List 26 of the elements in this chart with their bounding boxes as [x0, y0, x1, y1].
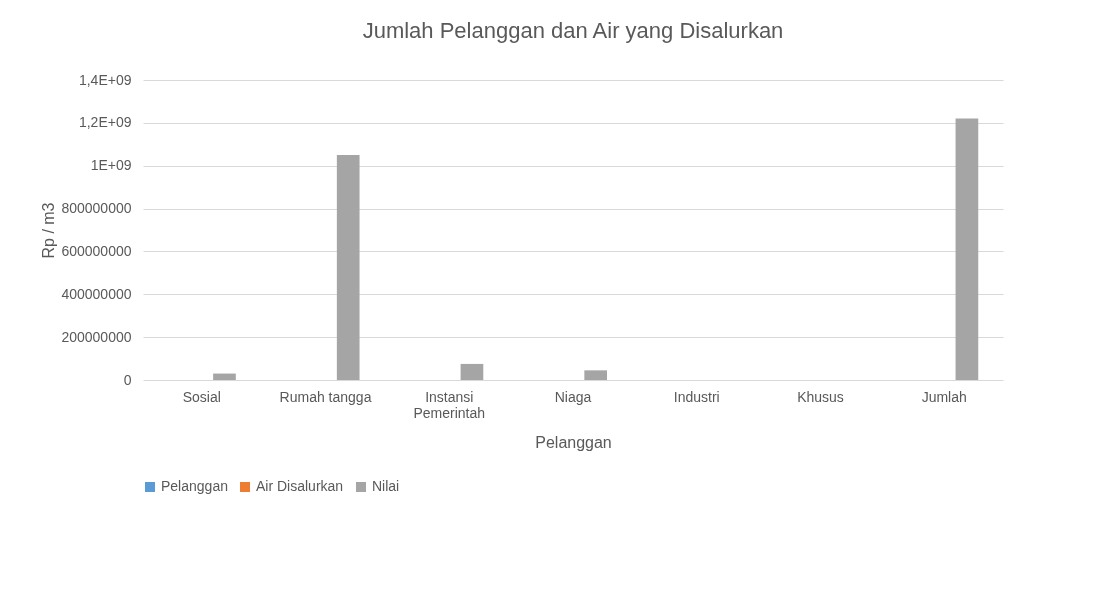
- y-tick-label: 200000000: [61, 328, 132, 345]
- y-tick-label: 1,4E+09: [78, 71, 132, 88]
- y-tick-label: 800000000: [61, 200, 132, 217]
- bar: [336, 155, 360, 380]
- x-tick-label: Khusus: [797, 388, 844, 405]
- bar: [460, 363, 484, 380]
- x-tick-label: Niaga: [554, 388, 592, 405]
- y-tick-label: 600000000: [61, 242, 132, 259]
- x-tick-label: Rumah tangga: [279, 388, 372, 405]
- x-tick-label: Jumlah: [921, 388, 967, 405]
- x-axis-title: Pelanggan: [535, 433, 612, 451]
- y-tick-label: 1E+09: [90, 157, 132, 174]
- bar: [584, 370, 608, 380]
- x-tick-label: Instansi Pemerintah: [413, 388, 486, 421]
- bar: [955, 118, 979, 380]
- legend-label: Pelanggan: [161, 478, 228, 494]
- chart-title: Jumlah Pelanggan dan Air yang Disalurkan: [362, 18, 784, 43]
- legend-label: Air Disalurkan: [256, 478, 344, 494]
- x-tick-label: Industri: [673, 388, 720, 405]
- y-axis-title: Rp / m3: [40, 202, 58, 259]
- y-tick-label: 1,2E+09: [78, 114, 132, 131]
- y-tick-label: 400000000: [61, 285, 132, 302]
- x-tick-label: Sosial: [182, 388, 221, 405]
- y-tick-label: 0: [123, 371, 132, 388]
- legend-label: Nilai: [372, 478, 400, 494]
- bar: [213, 373, 236, 380]
